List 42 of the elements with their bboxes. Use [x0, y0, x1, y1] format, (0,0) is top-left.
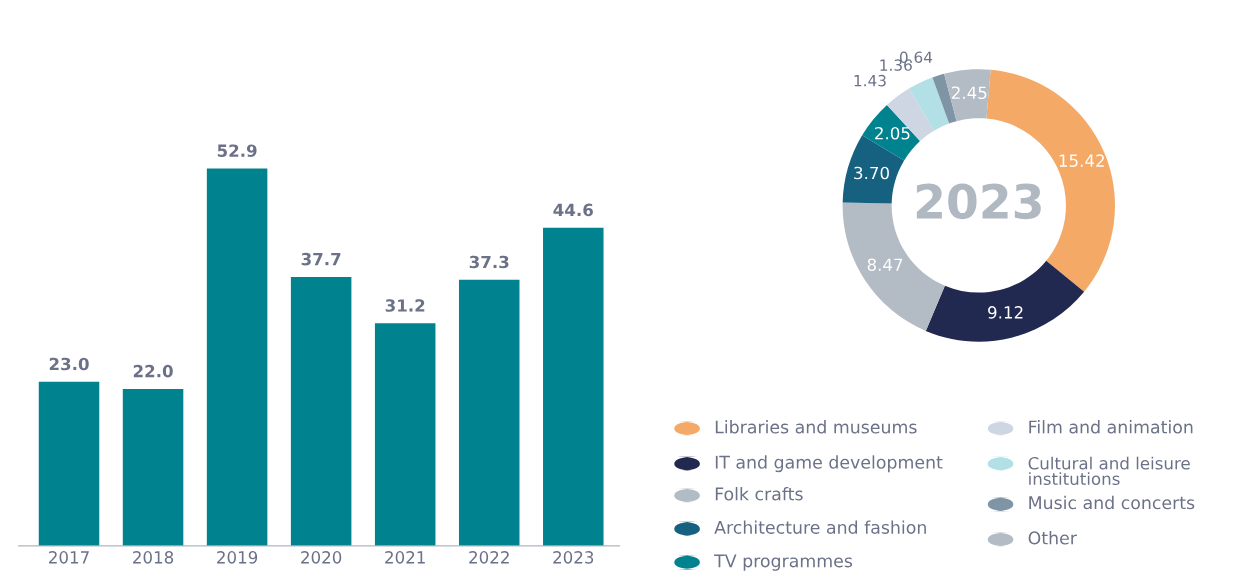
bar — [206, 168, 268, 546]
x-tick-label: 2023 — [553, 551, 594, 564]
donut-slice — [944, 69, 991, 122]
data-label: 2.05 — [875, 126, 910, 140]
data-label: 37.3 — [469, 255, 509, 269]
bar — [122, 388, 184, 546]
bar — [543, 227, 604, 546]
legend-label: Music and concerts — [1029, 495, 1195, 510]
donut-slice — [908, 77, 950, 131]
data-label: 31.2 — [385, 299, 425, 312]
data-label: 1.43 — [854, 74, 886, 87]
legend-label: Cultural and leisure institutions — [1028, 456, 1190, 486]
data-label: 15.42 — [1059, 154, 1104, 167]
data-label: 2.45 — [951, 86, 987, 100]
bar — [38, 381, 100, 546]
x-tick-label: 2017 — [49, 551, 89, 564]
x-tick-label: 2020 — [301, 551, 342, 564]
legend-label: IT and game development — [715, 455, 943, 473]
bar — [458, 279, 520, 546]
data-label: 44.6 — [553, 203, 593, 217]
x-tick-label: 2022 — [469, 551, 509, 564]
legend-label: Libraries and museums — [715, 420, 917, 434]
data-label: 23.0 — [49, 357, 89, 371]
x-tick-label: 2018 — [133, 551, 174, 564]
legend-label: Architecture and fashion — [714, 520, 926, 534]
legend-label: TV programmes — [714, 554, 853, 571]
data-label: 8.47 — [867, 258, 903, 272]
data-label: 22.0 — [133, 364, 173, 378]
legend-label: Film and animation — [1029, 420, 1193, 434]
data-label: 3.70 — [854, 166, 889, 180]
x-tick-label: 2021 — [385, 551, 425, 564]
donut-slice — [925, 260, 1085, 342]
x-tick-label: 2019 — [217, 551, 258, 564]
legend-label: Other — [1028, 531, 1077, 545]
data-label: 9.12 — [988, 306, 1023, 319]
data-label: 37.7 — [301, 252, 341, 266]
bar — [374, 323, 436, 546]
text: 2023 — [916, 183, 1041, 220]
legend-label: Folk crafts — [715, 487, 803, 501]
data-label: 52.9 — [217, 144, 257, 157]
bar — [290, 276, 352, 546]
donut-slice — [862, 104, 921, 161]
